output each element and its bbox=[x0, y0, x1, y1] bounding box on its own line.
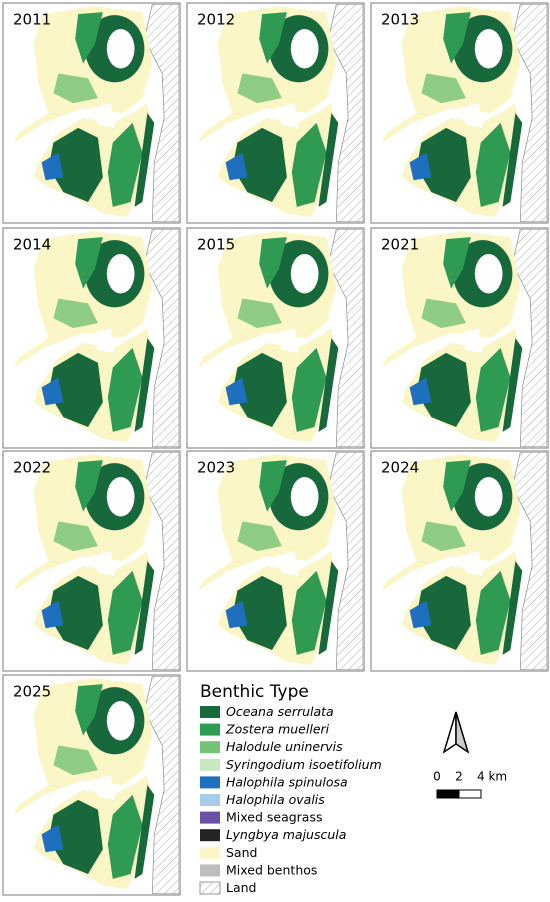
panel-border bbox=[2, 450, 181, 672]
map-panel: 2023 bbox=[186, 450, 365, 672]
legend-label: Halophila spinulosa bbox=[226, 774, 348, 789]
legend-swatch bbox=[200, 829, 220, 842]
map bbox=[13, 229, 179, 447]
panel-label: 2022 bbox=[13, 459, 51, 477]
panel-label: 2012 bbox=[197, 11, 235, 29]
map bbox=[13, 676, 179, 894]
map bbox=[381, 452, 547, 670]
map bbox=[197, 229, 363, 447]
panel-border bbox=[2, 2, 181, 224]
legend-swatch bbox=[200, 794, 220, 806]
legend-swatch bbox=[200, 758, 220, 771]
legend-label: Halodule uninervis bbox=[226, 739, 343, 754]
panel-border bbox=[2, 227, 181, 449]
panel-label: 2013 bbox=[381, 11, 419, 29]
legend-label: Land bbox=[226, 880, 256, 895]
map bbox=[13, 4, 179, 222]
map-panel: 2015 bbox=[186, 227, 365, 449]
panel-border bbox=[2, 674, 181, 896]
panel-label: 2024 bbox=[381, 459, 419, 477]
legend-swatch bbox=[200, 776, 220, 789]
legend-title: Benthic Type bbox=[200, 682, 309, 702]
panel-border bbox=[186, 227, 365, 449]
legend-label: Sand bbox=[226, 845, 257, 860]
legend-swatch bbox=[200, 846, 220, 859]
map-panel: 2022 bbox=[2, 450, 181, 672]
legend-swatch bbox=[200, 741, 220, 754]
legend-label: Syringodium isoetifolium bbox=[226, 757, 382, 772]
legend-label: Zostera muelleri bbox=[225, 722, 330, 737]
legend-label: Mixed seagrass bbox=[226, 810, 323, 825]
scale-label: 0 bbox=[433, 770, 441, 784]
panel-label: 2023 bbox=[197, 459, 235, 477]
scale-bar bbox=[436, 789, 482, 799]
map-panel: 2014 bbox=[2, 227, 181, 449]
panel-label: 2014 bbox=[13, 236, 51, 254]
legend-swatch bbox=[200, 723, 220, 736]
panel-border bbox=[370, 450, 549, 672]
legend-label: Mixed benthos bbox=[226, 862, 317, 877]
panel-label: 2021 bbox=[381, 236, 419, 254]
legend-swatch bbox=[200, 811, 220, 824]
map bbox=[381, 229, 547, 447]
legend-label: Oceana serrulata bbox=[226, 704, 334, 719]
panel-border bbox=[370, 2, 549, 224]
map bbox=[197, 452, 363, 670]
legend-swatch bbox=[200, 706, 220, 718]
panel-label: 2011 bbox=[13, 11, 51, 29]
map bbox=[13, 452, 179, 670]
scale-label: 2 bbox=[455, 770, 463, 784]
map-panel: 2025 bbox=[2, 674, 181, 896]
map-panel: 2011 bbox=[2, 2, 181, 224]
panel-border bbox=[186, 2, 365, 224]
map-panel: 2021 bbox=[370, 227, 549, 449]
map bbox=[381, 4, 547, 222]
map-panel: 2013 bbox=[370, 2, 549, 224]
legend-label: Lyngbya majuscula bbox=[226, 827, 346, 842]
map bbox=[197, 4, 363, 222]
legend-swatch bbox=[200, 864, 220, 877]
panel-label: 2025 bbox=[13, 683, 51, 701]
panel-label: 2015 bbox=[197, 236, 235, 254]
panel-border bbox=[186, 450, 365, 672]
north-arrow bbox=[442, 711, 470, 754]
legend-label: Halophila ovalis bbox=[226, 792, 325, 807]
scale-label: 4 km bbox=[477, 770, 507, 784]
panel-border bbox=[370, 227, 549, 449]
map-panel: 2024 bbox=[370, 450, 549, 672]
map-panel: 2012 bbox=[186, 2, 365, 224]
legend-swatch bbox=[199, 881, 221, 895]
